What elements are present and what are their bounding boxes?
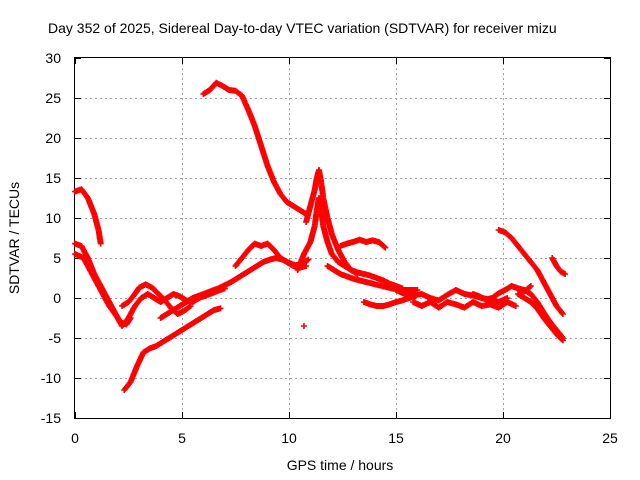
data-point <box>527 283 534 289</box>
data-point <box>382 244 389 251</box>
y-tick-label: 5 <box>53 250 61 266</box>
data-points <box>72 79 569 393</box>
x-tick-label: 25 <box>602 430 618 446</box>
data-point <box>300 323 307 329</box>
data-point <box>559 337 566 344</box>
y-tick-label: 30 <box>45 50 61 66</box>
y-tick-labels: -15 -10 -5 0 5 10 15 20 25 30 <box>41 50 61 426</box>
y-tick-label: 10 <box>45 210 61 226</box>
data-point <box>559 309 565 316</box>
x-tick-label: 15 <box>388 430 404 446</box>
series-arc-20 <box>549 255 569 277</box>
data-point <box>562 271 569 277</box>
x-tick-label: 10 <box>281 430 297 446</box>
y-tick-label: 25 <box>45 90 61 106</box>
data-point <box>559 311 566 317</box>
series-arc-9 <box>294 195 406 292</box>
series-arc-10 <box>303 167 361 277</box>
x-tick-label: 20 <box>495 430 511 446</box>
y-tick-label: -10 <box>41 370 61 386</box>
series-arc-15 <box>410 299 519 311</box>
x-tick-labels: 0 5 10 15 20 25 <box>71 430 618 446</box>
series-arc-11 <box>324 263 421 293</box>
tick-marks <box>75 58 611 419</box>
y-tick-label: 0 <box>53 290 61 306</box>
data-point <box>303 263 310 269</box>
series-arc-6 <box>121 305 224 393</box>
x-tick-label: 5 <box>178 430 186 446</box>
y-axis-label: SDTVAR / TECUs <box>6 182 22 294</box>
data-point <box>512 303 519 309</box>
series-outlier <box>300 323 307 329</box>
x-tick-label: 0 <box>71 430 79 446</box>
plot-frame <box>74 57 611 419</box>
series-arc-19 <box>515 291 566 344</box>
chart-title: Day 352 of 2025, Sidereal Day-to-day VTE… <box>48 20 557 36</box>
y-tick-label: -15 <box>41 410 61 426</box>
series-arc-12 <box>337 236 389 251</box>
data-point <box>559 336 565 343</box>
series-arc-7 <box>200 79 310 217</box>
data-point <box>97 240 104 247</box>
data-point <box>354 271 361 277</box>
series-arc-8 <box>232 240 310 271</box>
y-tick-label: 20 <box>45 130 61 146</box>
series-arc-1 <box>72 186 104 247</box>
x-axis-label: GPS time / hours <box>287 457 394 473</box>
data-point <box>381 243 388 250</box>
data-point <box>217 305 224 312</box>
data-point <box>526 283 533 290</box>
y-tick-label: -5 <box>49 330 62 346</box>
data-point <box>187 303 194 309</box>
y-tick-label: 15 <box>45 170 61 186</box>
series-arc-17 <box>495 227 566 317</box>
data-point <box>305 256 312 263</box>
